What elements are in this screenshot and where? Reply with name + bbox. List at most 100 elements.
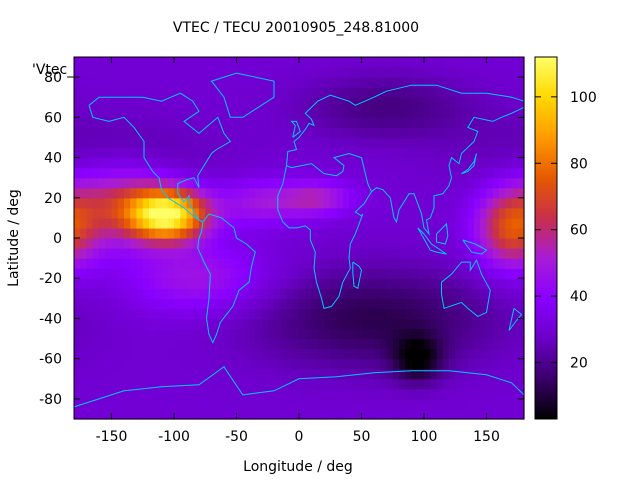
heat-cell [349,338,356,350]
heat-cell [199,127,206,139]
heat-cell [92,137,100,149]
heat-cell [411,67,419,78]
heat-cell [242,248,250,259]
heat-cell [417,117,425,128]
heat-cell [467,77,475,88]
heat-cell [467,207,475,219]
heat-cell [242,268,250,279]
heat-cell [411,238,419,249]
heat-cell [342,187,350,199]
heat-cell [274,338,281,350]
heat-cell [280,408,288,420]
heat-cell [242,147,250,159]
heat-cell [255,308,263,320]
heat-cell [449,338,456,350]
heat-cell [92,227,100,239]
heat-cell [86,408,94,420]
heat-cell [292,388,300,400]
heat-cell [374,268,381,279]
heat-cell [467,378,475,390]
heat-cell [455,167,463,179]
heat-cell [330,258,338,269]
heat-cell [230,87,238,98]
heat-cell [217,408,225,420]
heat-cell [180,378,188,390]
heat-cell [417,157,425,169]
heat-cell [330,87,338,98]
heat-cell [511,288,519,299]
heat-cell [274,348,281,360]
heat-cell [374,298,381,309]
heat-cell [261,127,269,139]
heat-cell [111,117,119,128]
heat-cell [86,97,94,108]
heat-cell [74,398,81,410]
heat-cell [430,167,438,179]
heat-cell [305,97,313,108]
heat-cell [286,378,294,390]
heat-cell [211,348,219,360]
heat-cell [505,157,513,169]
heat-cell [492,97,500,108]
heat-cell [455,338,463,350]
heat-cell [274,127,281,139]
heat-cell [136,87,144,98]
heat-cell [161,298,169,309]
heat-cell [474,187,481,199]
heat-cell [355,308,363,320]
heat-cell [92,378,100,390]
heat-cell [211,368,219,380]
heat-cell [380,278,388,289]
heat-cell [286,187,294,199]
heat-cell [217,338,225,350]
heat-cell [511,127,519,139]
heat-cell [230,207,238,219]
heat-cell [317,177,325,189]
heat-cell [249,87,256,98]
heat-cell [324,57,331,68]
heat-cell [480,117,488,128]
heat-cell [205,67,213,78]
heat-cell [374,127,381,139]
heat-cell [317,117,325,128]
heat-cell [192,288,200,299]
heat-cell [124,57,131,68]
heat-cell [380,328,388,340]
heat-cell [74,117,81,128]
heat-cell [155,368,163,380]
heat-cell [474,217,481,229]
heat-cell [480,298,488,309]
heat-cell [274,248,281,259]
heat-cell [449,57,456,68]
heat-cell [324,227,331,239]
heat-cell [142,137,150,149]
heat-cell [117,197,125,209]
heat-cell [317,358,325,370]
heat-cell [180,177,188,189]
heat-cell [155,378,163,390]
heat-cell [436,308,444,320]
heat-cell [267,157,275,169]
heat-cell [105,107,113,118]
heat-cell [224,87,231,98]
heat-cell [242,187,250,199]
heat-cell [505,147,513,159]
heat-cell [217,57,225,68]
heat-cell [324,348,331,360]
heat-cell [299,318,306,330]
heat-cell [280,338,288,350]
heat-cell [136,227,144,239]
heat-cell [199,398,206,410]
heat-cell [355,217,363,229]
heat-cell [286,288,294,299]
heat-cell [224,97,231,108]
heat-cell [242,127,250,139]
heat-cell [280,97,288,108]
heat-cell [224,57,231,68]
heat-cell [261,388,269,400]
heat-cell [374,288,381,299]
heat-cell [205,388,213,400]
heat-cell [305,167,313,179]
heat-cell [499,308,506,320]
heat-cell [355,298,363,309]
